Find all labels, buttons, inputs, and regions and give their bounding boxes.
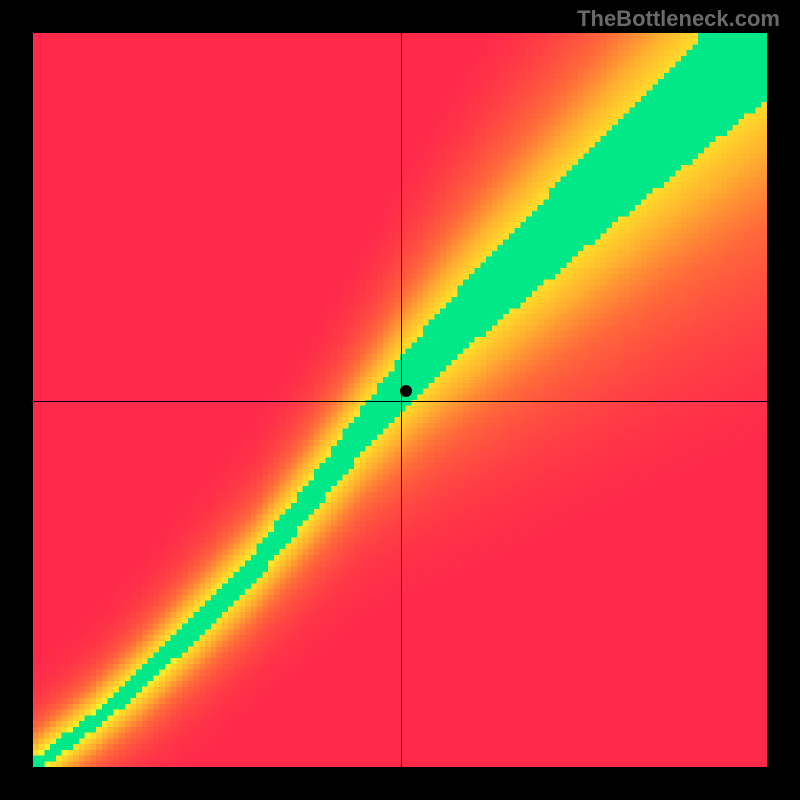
attribution-label: TheBottleneck.com	[577, 6, 780, 32]
chart-container: TheBottleneck.com	[0, 0, 800, 800]
heatmap-canvas	[33, 33, 767, 767]
heatmap-plot	[33, 33, 767, 767]
